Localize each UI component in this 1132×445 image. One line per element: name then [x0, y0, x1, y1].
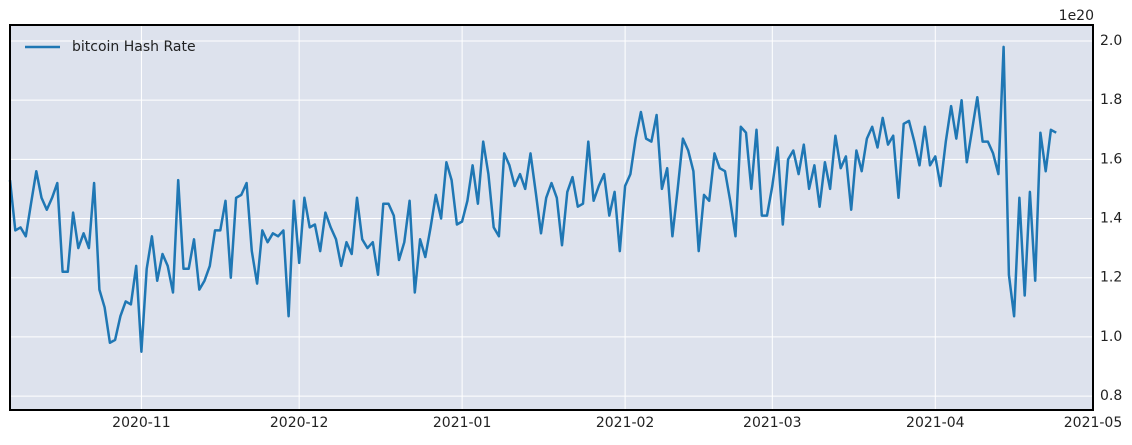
- plot-area: [10, 25, 1093, 410]
- x-tick-label: 2021-05: [1064, 415, 1123, 431]
- y-tick-label: 1.0: [1100, 329, 1122, 345]
- x-tick-label: 2020-11: [112, 415, 171, 431]
- y-tick-label: 2.0: [1100, 33, 1122, 49]
- x-tick-label: 2021-02: [596, 415, 655, 431]
- plot-border: [9, 24, 1094, 411]
- y-tick-label: 1.8: [1100, 92, 1122, 108]
- y-tick-label: 0.8: [1100, 388, 1122, 404]
- x-tick-label: 2021-01: [433, 415, 492, 431]
- x-tick-label: 2020-12: [270, 415, 329, 431]
- x-tick-label: 2021-03: [743, 415, 802, 431]
- y-tick-label: 1.4: [1100, 211, 1122, 227]
- y-tick-label: 1.6: [1100, 151, 1122, 167]
- x-tick-label: 2021-04: [906, 415, 965, 431]
- legend-label: bitcoin Hash Rate: [72, 39, 196, 55]
- data-line: [8, 45, 1057, 353]
- y-offset-label: 1e20: [1059, 8, 1094, 24]
- y-tick-label: 1.2: [1100, 270, 1122, 286]
